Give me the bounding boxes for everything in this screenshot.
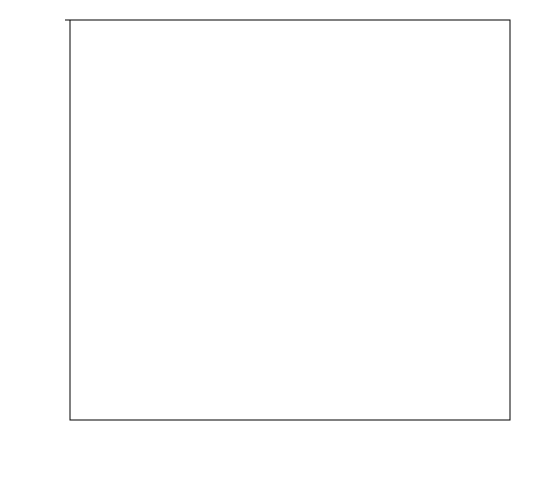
chart-svg: [0, 0, 541, 500]
chart-container: [0, 0, 541, 500]
plot-border: [70, 20, 510, 420]
